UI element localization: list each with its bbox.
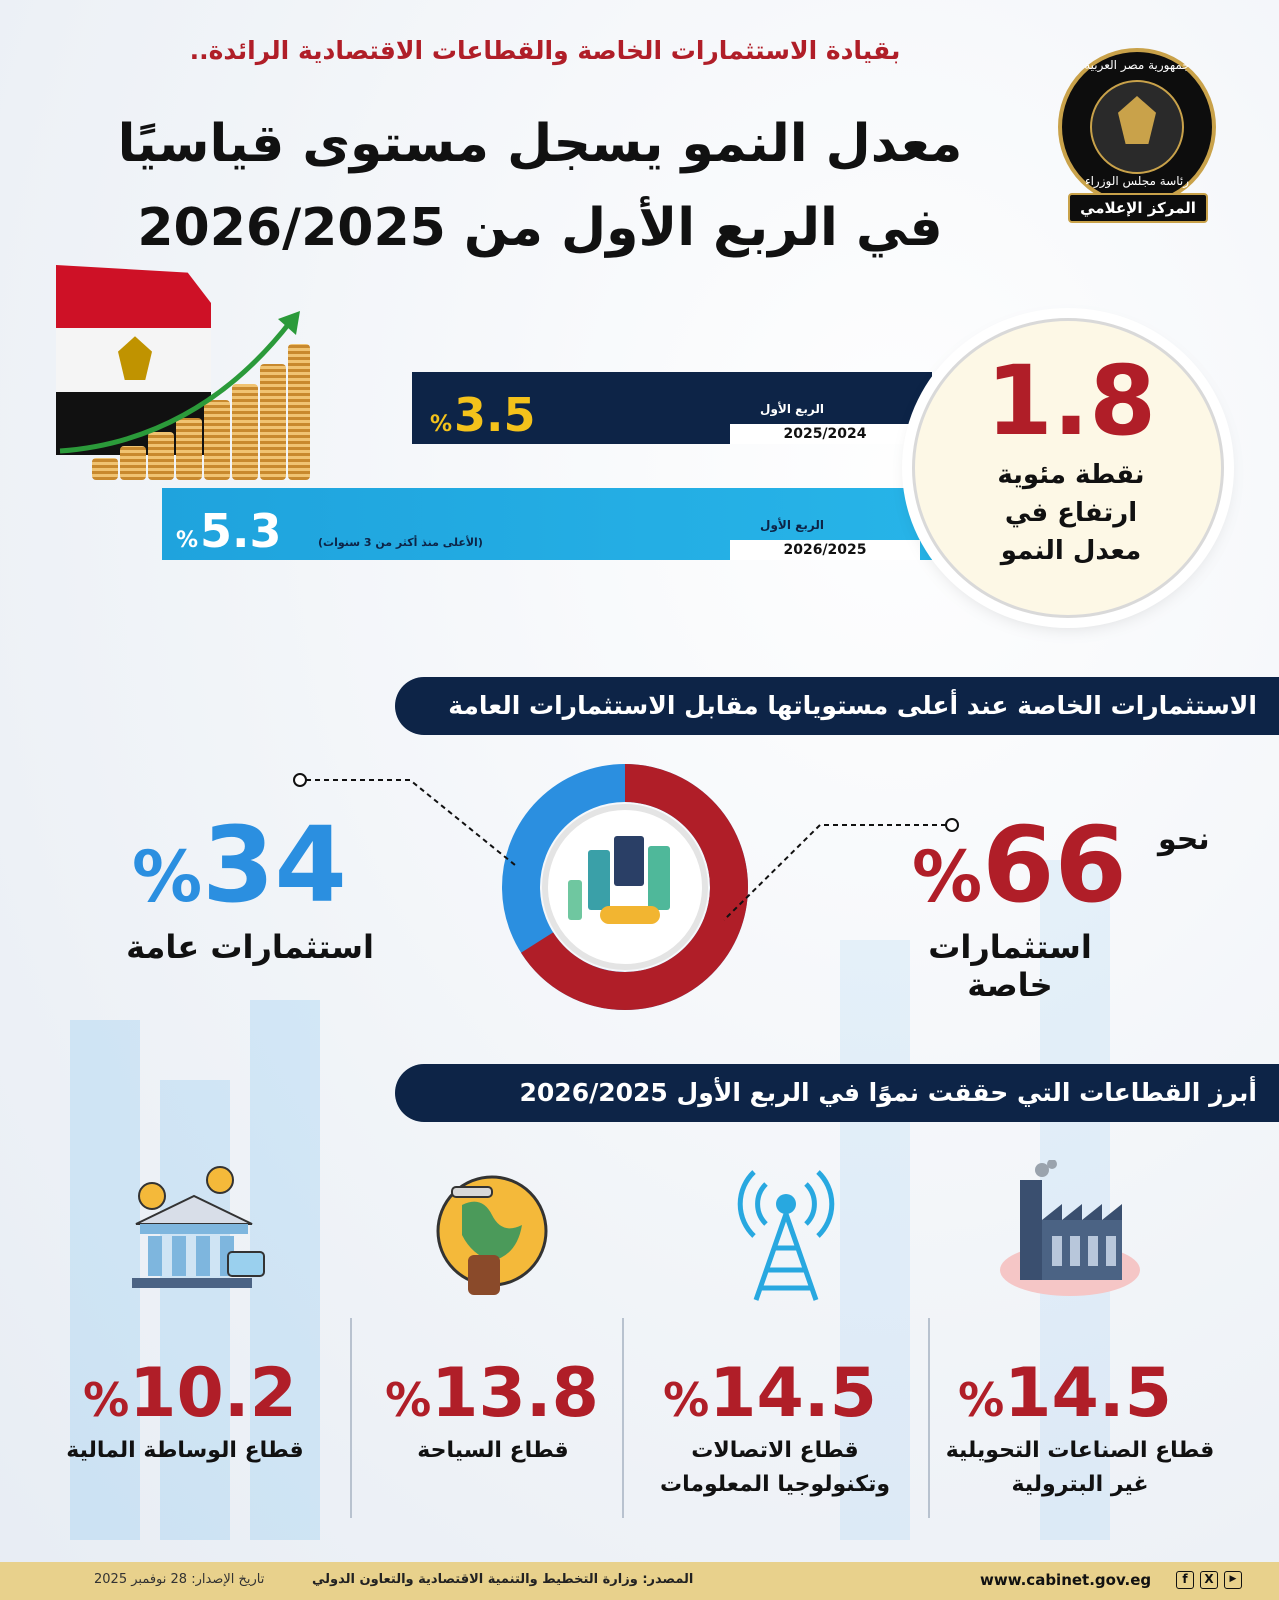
factory-icon [1000, 1160, 1140, 1296]
growth-value-2024-2025: %3.5 [430, 388, 536, 442]
sector-tourism-value: %13.8 [385, 1354, 599, 1433]
website-link[interactable]: www.cabinet.gov.eg [980, 1571, 1152, 1589]
public-investment-label: استثمارات عامة [126, 928, 374, 966]
background-bar [70, 1020, 140, 1540]
quarter-label: الربع الأول [760, 518, 824, 532]
highest-note: (الأعلى منذ أكثر من 3 سنوات) [318, 536, 483, 549]
sector-finance-value: %10.2 [83, 1354, 297, 1433]
sector-manufacturing-value: %14.5 [958, 1354, 1172, 1433]
youtube-icon[interactable]: ▶ [1224, 1571, 1242, 1589]
investment-donut [498, 760, 752, 1014]
background-bar [1040, 860, 1110, 1540]
logo-top-text: جمهورية مصر العربية [1084, 58, 1190, 72]
bank-icon [132, 1166, 265, 1288]
increase-line-1: نقطة مئوية [997, 460, 1145, 490]
title-line-1: معدل النمو يسجل مستوى قياسيًا [117, 114, 963, 174]
sector-ict-name: قطاع الاتصالات وتكنولوجيا المعلومات [659, 1438, 891, 1497]
sector-manufacturing-name: قطاع الصناعات التحويلية غير البترولية [945, 1438, 1215, 1497]
increase-line-3: معدل النمو [1000, 536, 1142, 566]
logo-ring-text: رئاسة مجلس الوزراء [1084, 174, 1190, 188]
private-investment-label: استثمارات خاصة [928, 928, 1092, 1004]
increase-value: 1.8 [985, 345, 1157, 457]
facebook-icon[interactable]: f [1176, 1571, 1194, 1589]
cabinet-logo: جمهورية مصر العربية رئاسة مجلس الوزراء [1058, 48, 1216, 206]
x-icon[interactable]: X [1200, 1571, 1218, 1589]
about-label: نحو [1158, 822, 1210, 857]
sector-tourism-name: قطاع السياحة [417, 1438, 569, 1463]
investment-illustration-icon [542, 804, 708, 970]
background-bar [840, 940, 910, 1540]
donut-chart [502, 764, 748, 1010]
increase-circle: 1.8 نقطة مئوية ارتفاع في معدل النمو [912, 318, 1224, 618]
sector-ict-value: %14.5 [663, 1354, 877, 1433]
public-connector [293, 773, 516, 866]
investments-heading: الاستثمارات الخاصة عند أعلى مستوياتها مق… [395, 677, 1279, 735]
private-investment-value: %66 [912, 804, 1127, 926]
growth-arrow-icon [59, 311, 300, 454]
page-title: معدل النمو يسجل مستوى قياسيًا في الربع ا… [90, 102, 990, 270]
issue-date: تاريخ الإصدار: 28 نوفمبر 2025 [94, 1572, 265, 1587]
private-connector [723, 818, 959, 921]
sector-finance-name: قطاع الوساطة المالية [66, 1438, 304, 1463]
footer: f X ▶ www.cabinet.gov.eg المصدر: وزارة ا… [0, 1562, 1279, 1600]
background-bar [160, 1080, 230, 1540]
sectors-heading: أبرز القطاعات التي حققت نموًا في الربع ا… [395, 1064, 1279, 1122]
sector-divider [350, 1318, 352, 1518]
title-line-2: في الربع الأول من 2026/2025 [137, 198, 943, 258]
year-label: 2025/2024 [730, 424, 920, 444]
quarter-label: الربع الأول [760, 402, 824, 416]
egypt-flag-map-icon [56, 265, 211, 455]
increase-text: نقطة مئوية ارتفاع في معدل النمو [915, 456, 1227, 570]
public-investment-value: %34 [132, 804, 347, 926]
growth-value-2025-2026: %5.3 [176, 504, 282, 558]
logo-banner: المركز الإعلامي [1068, 193, 1208, 223]
source-text: المصدر: وزارة التخطيط والتنمية الاقتصادي… [312, 1572, 694, 1587]
sector-divider [928, 1318, 930, 1518]
donut-private-segment [502, 764, 748, 1010]
sector-divider [622, 1318, 624, 1518]
globe-icon [436, 1175, 548, 1295]
tower-icon [737, 1170, 835, 1301]
subtitle: بقيادة الاستثمارات الخاصة والقطاعات الاق… [189, 36, 901, 65]
increase-line-2: ارتفاع في [1004, 498, 1138, 528]
year-label: 2026/2025 [730, 540, 920, 560]
